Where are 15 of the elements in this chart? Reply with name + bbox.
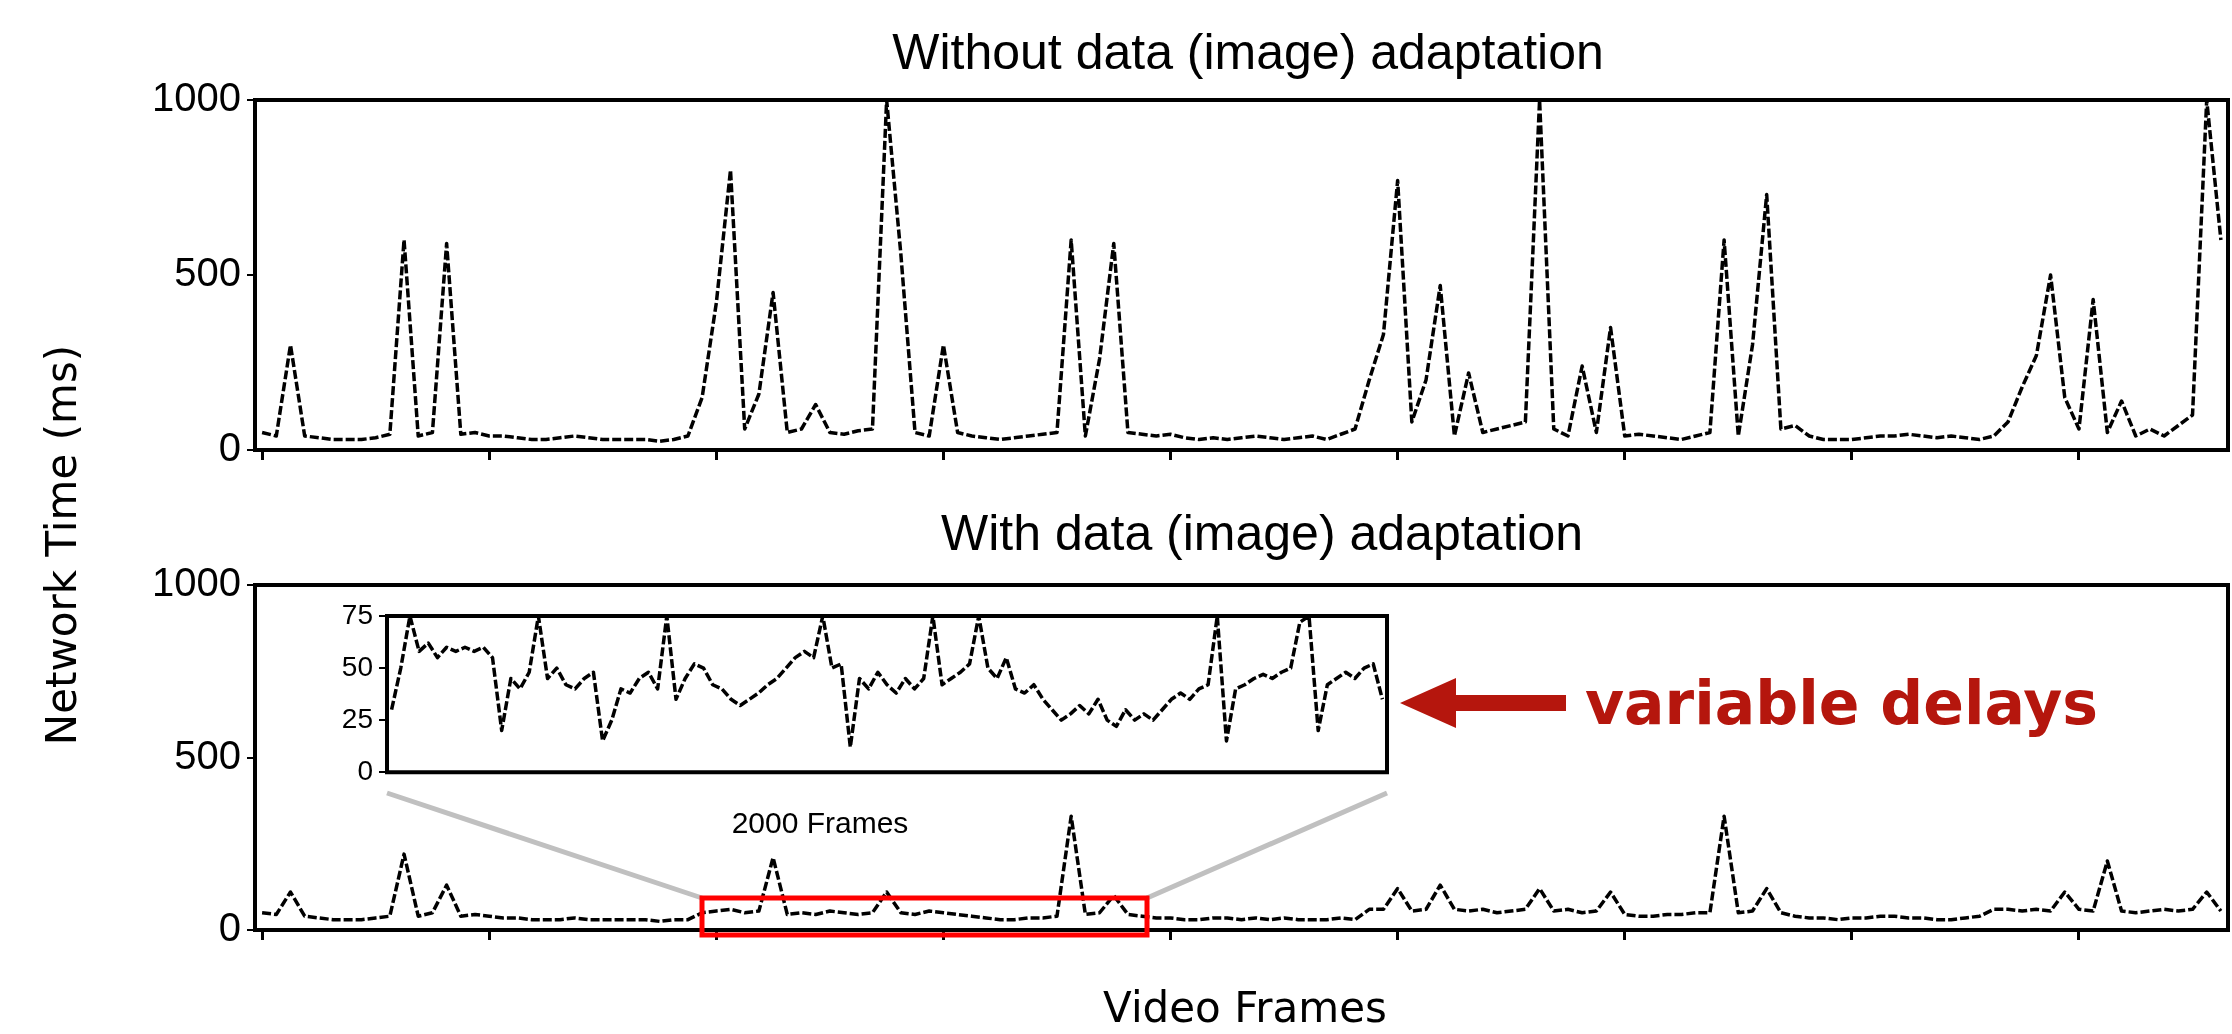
y-tick-label: 1000 xyxy=(152,75,241,120)
y-tick-label: 1000 xyxy=(152,560,241,605)
y-tick-label: 0 xyxy=(218,425,241,470)
annotation: variable delays xyxy=(1585,668,2099,738)
x-axis-title: Video Frames xyxy=(1103,983,1387,1032)
y-tick-label: 50 xyxy=(341,650,373,682)
y-tick-label: 0 xyxy=(218,905,241,950)
y-tick-label: 500 xyxy=(174,250,241,295)
chart-title: Without data (image) adaptation xyxy=(892,24,1604,80)
chart-title: With data (image) adaptation xyxy=(940,505,1584,561)
y-tick-label: 75 xyxy=(341,598,373,630)
y-axis-title: Network Time (ms) xyxy=(37,344,86,746)
y-tick-label: 500 xyxy=(174,732,241,777)
y-tick-label: 0 xyxy=(357,754,373,786)
y-tick-label: 25 xyxy=(341,702,373,734)
